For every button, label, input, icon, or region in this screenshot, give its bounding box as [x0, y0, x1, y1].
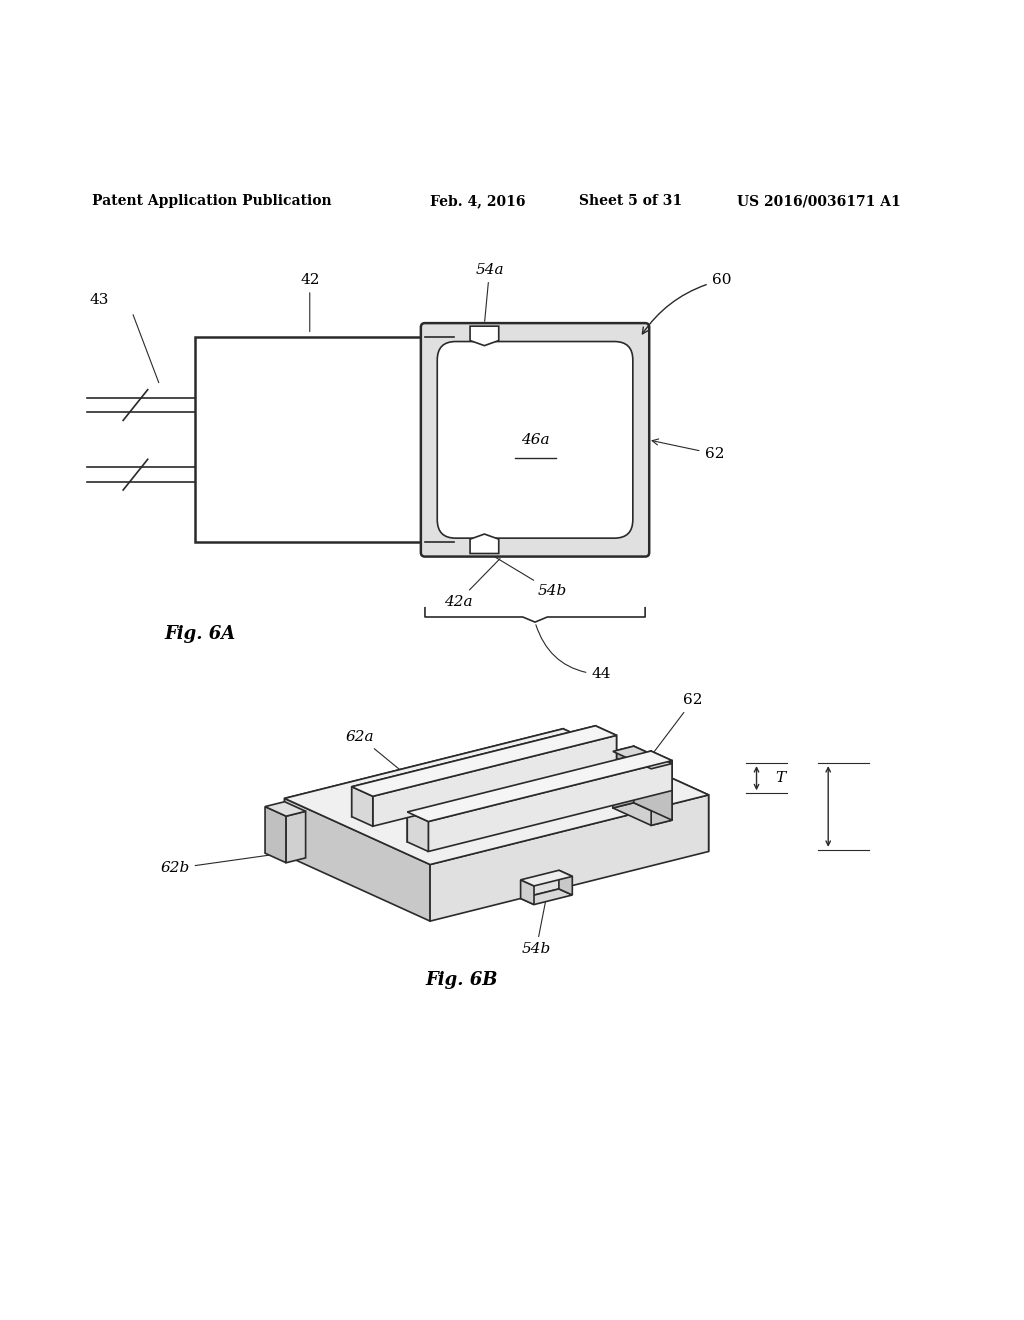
Text: Sheet 5 of 31: Sheet 5 of 31: [579, 194, 682, 209]
Text: 62b: 62b: [161, 853, 290, 875]
Polygon shape: [596, 726, 616, 766]
Polygon shape: [286, 812, 305, 863]
Polygon shape: [651, 763, 672, 825]
Text: US 2016/0036171 A1: US 2016/0036171 A1: [737, 194, 901, 209]
Polygon shape: [520, 888, 572, 904]
Text: Fig. 6A: Fig. 6A: [164, 626, 236, 643]
Polygon shape: [408, 812, 428, 851]
Text: Patent Application Publication: Patent Application Publication: [92, 194, 332, 209]
FancyBboxPatch shape: [421, 323, 649, 557]
Polygon shape: [612, 746, 634, 808]
Polygon shape: [634, 746, 672, 820]
Text: 54b: 54b: [521, 899, 551, 956]
FancyBboxPatch shape: [437, 342, 633, 539]
PathPatch shape: [470, 326, 499, 346]
Bar: [195, 338, 425, 543]
Polygon shape: [352, 726, 616, 796]
Polygon shape: [285, 729, 563, 855]
Polygon shape: [430, 795, 709, 921]
Text: 44: 44: [536, 624, 611, 681]
Polygon shape: [563, 729, 709, 851]
Polygon shape: [408, 751, 651, 842]
Polygon shape: [373, 735, 616, 826]
Polygon shape: [408, 751, 672, 821]
Polygon shape: [520, 880, 534, 904]
Polygon shape: [559, 870, 572, 895]
Polygon shape: [428, 760, 672, 851]
Polygon shape: [520, 870, 572, 886]
Polygon shape: [285, 729, 709, 865]
Text: 54b: 54b: [495, 557, 567, 598]
Text: 42: 42: [300, 273, 319, 331]
Polygon shape: [352, 726, 596, 817]
Text: 62a: 62a: [346, 730, 451, 810]
Polygon shape: [265, 807, 286, 863]
Text: 42a: 42a: [443, 558, 500, 609]
Polygon shape: [651, 751, 672, 791]
Text: 54a: 54a: [475, 263, 504, 321]
Polygon shape: [612, 746, 672, 768]
Text: Feb. 4, 2016: Feb. 4, 2016: [430, 194, 525, 209]
Polygon shape: [612, 803, 672, 825]
Text: 62: 62: [652, 440, 724, 461]
Text: 46a: 46a: [521, 433, 549, 447]
Polygon shape: [352, 787, 373, 826]
Polygon shape: [285, 799, 430, 921]
Text: 60: 60: [642, 273, 731, 334]
Text: T: T: [775, 771, 785, 785]
Polygon shape: [265, 801, 305, 816]
Text: 62: 62: [650, 693, 702, 758]
Text: 43: 43: [90, 293, 109, 306]
Text: Fig. 6B: Fig. 6B: [426, 970, 498, 989]
PathPatch shape: [470, 535, 499, 553]
